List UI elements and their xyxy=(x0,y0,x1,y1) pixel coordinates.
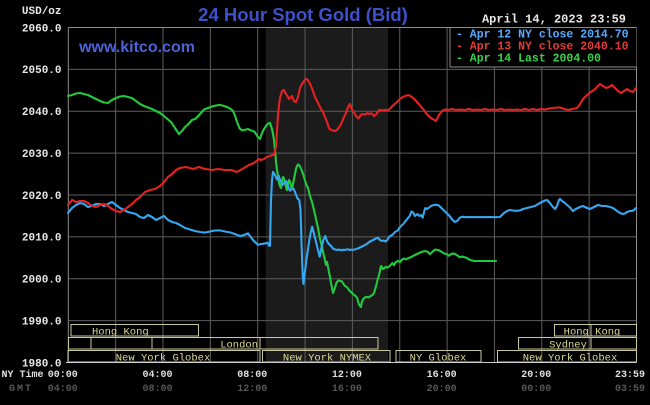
svg-text:New York Globex: New York Globex xyxy=(523,353,618,365)
svg-text:GMT: GMT xyxy=(9,384,33,395)
svg-text:Sydney: Sydney xyxy=(549,340,587,352)
svg-text:NY Globex: NY Globex xyxy=(410,353,467,365)
svg-text:08:00: 08:00 xyxy=(142,384,172,395)
svg-text:2020.0: 2020.0 xyxy=(22,191,62,203)
svg-text:20:00: 20:00 xyxy=(427,384,457,395)
svg-text:08:00: 08:00 xyxy=(237,370,267,381)
svg-text:- Apr 13 NY close 2040.10: - Apr 13 NY close 2040.10 xyxy=(456,41,629,54)
svg-text:04:00: 04:00 xyxy=(48,384,78,395)
svg-text:2040.0: 2040.0 xyxy=(22,107,62,119)
svg-text:1980.0: 1980.0 xyxy=(22,358,62,370)
svg-text:New York Globex: New York Globex xyxy=(116,353,211,365)
svg-text:2060.0: 2060.0 xyxy=(22,23,62,35)
svg-text:04:00: 04:00 xyxy=(142,370,172,381)
svg-text:www.kitco.com: www.kitco.com xyxy=(78,39,195,56)
svg-text:2050.0: 2050.0 xyxy=(22,65,62,77)
svg-text:03:59: 03:59 xyxy=(615,384,645,395)
svg-text:2030.0: 2030.0 xyxy=(22,149,62,161)
svg-text:12:00: 12:00 xyxy=(332,370,362,381)
svg-text:23:59: 23:59 xyxy=(615,370,645,381)
svg-text:1990.0: 1990.0 xyxy=(22,316,62,328)
svg-text:- Apr 14 Last 2004.00: - Apr 14 Last 2004.00 xyxy=(456,53,601,66)
svg-text:00:00: 00:00 xyxy=(48,370,78,381)
svg-text:Hong Kong: Hong Kong xyxy=(92,327,149,339)
svg-text:USD/oz: USD/oz xyxy=(22,6,62,18)
svg-text:20:00: 20:00 xyxy=(521,370,551,381)
svg-text:2010.0: 2010.0 xyxy=(22,233,62,245)
svg-text:16:00: 16:00 xyxy=(332,384,362,395)
svg-text:NY Time: NY Time xyxy=(1,369,43,381)
svg-text:April 14, 2023 23:59: April 14, 2023 23:59 xyxy=(482,13,626,27)
svg-text:- Apr 12 NY close 2014.70: - Apr 12 NY close 2014.70 xyxy=(456,29,629,42)
svg-text:New York NYMEX: New York NYMEX xyxy=(283,353,372,365)
svg-text:16:00: 16:00 xyxy=(427,370,457,381)
svg-text:2000.0: 2000.0 xyxy=(22,275,62,287)
svg-text:24 Hour Spot Gold (Bid): 24 Hour Spot Gold (Bid) xyxy=(198,4,408,25)
svg-text:Hong Kong: Hong Kong xyxy=(564,327,621,339)
svg-text:12:00: 12:00 xyxy=(237,384,267,395)
svg-text:London: London xyxy=(220,340,258,352)
svg-text:00:00: 00:00 xyxy=(521,384,551,395)
